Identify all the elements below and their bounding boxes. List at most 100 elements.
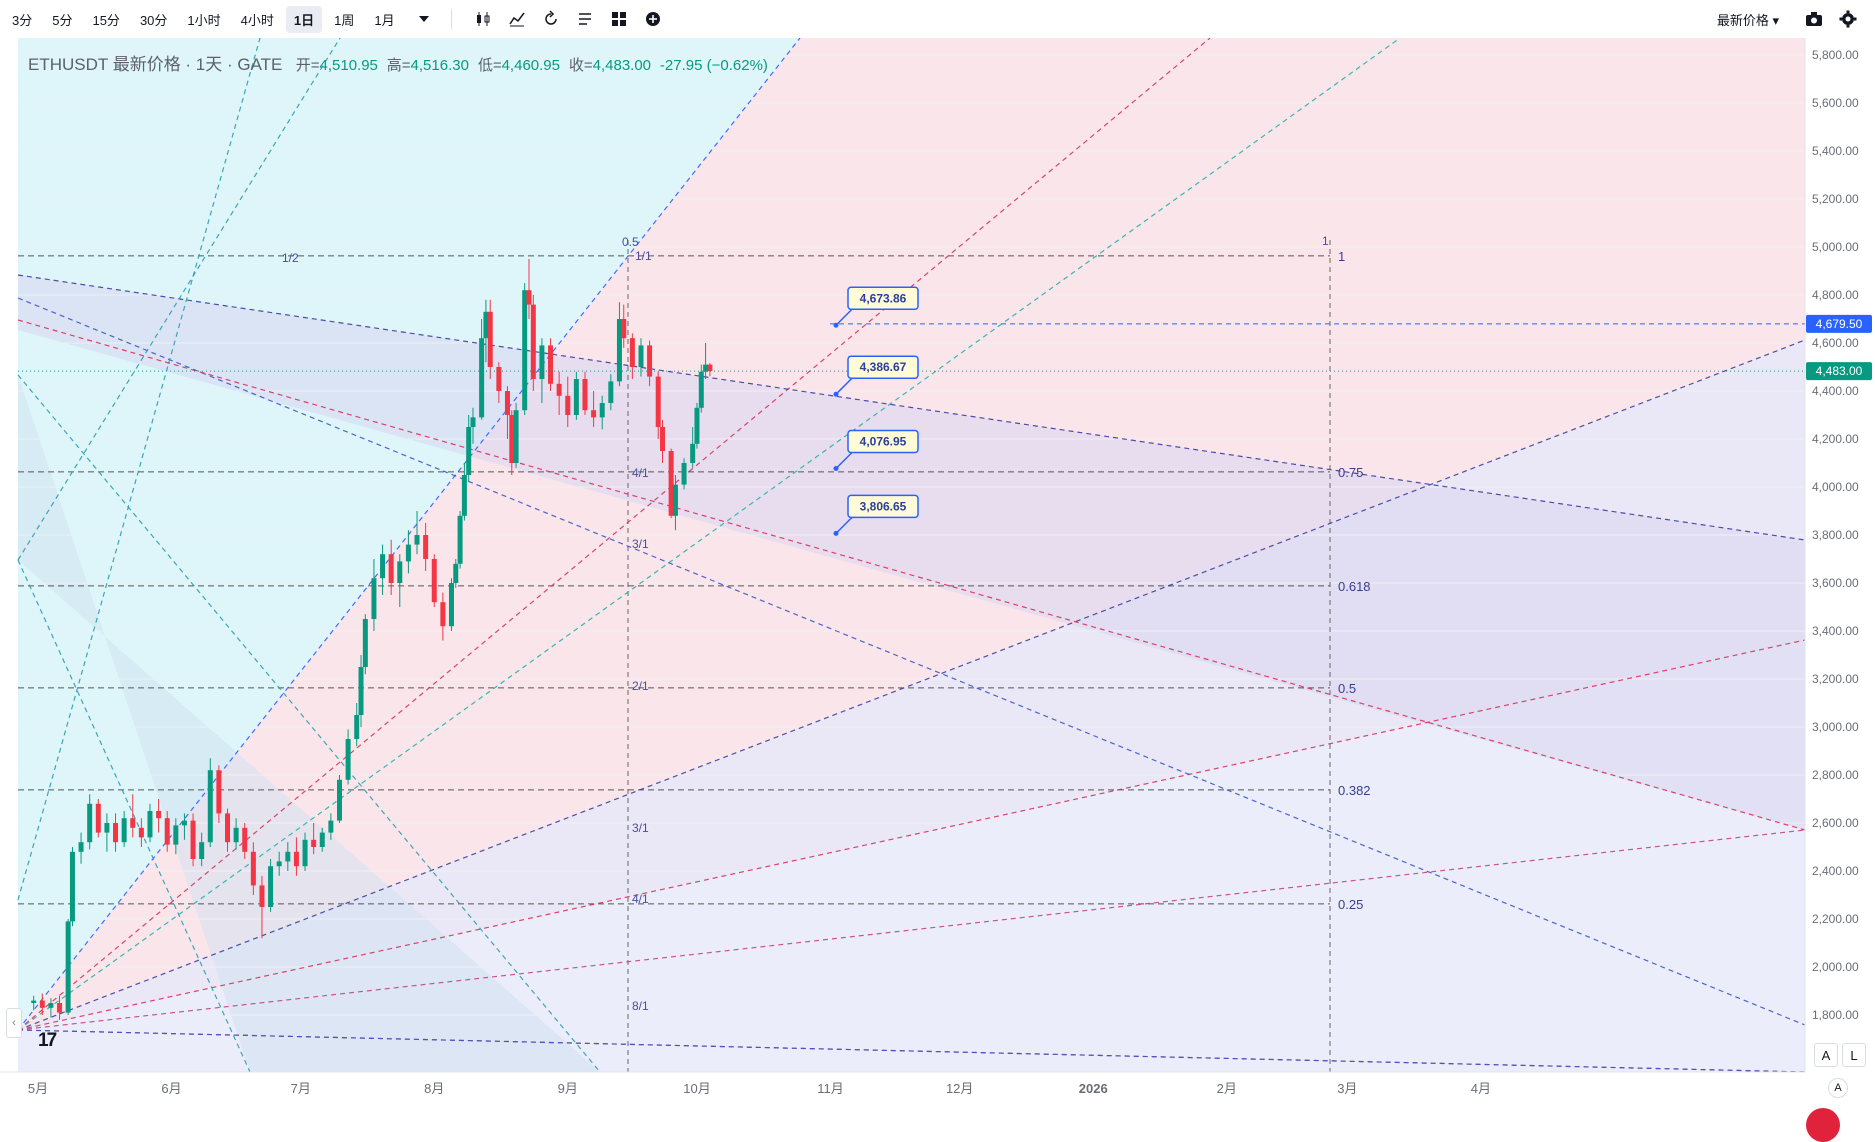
price-type-dropdown[interactable]: 最新价格 ▾ — [1716, 12, 1779, 28]
indicators-icon[interactable] — [504, 6, 530, 32]
timeframe-button[interactable]: 15分 — [92, 12, 120, 28]
candle-body — [599, 403, 605, 418]
time-axis-label: 3月 — [1337, 1081, 1357, 1096]
timeframe-button[interactable]: 1小时 — [187, 12, 221, 28]
callout-pointer — [835, 516, 853, 534]
callout-pointer — [835, 308, 853, 326]
price-axis-label: 4,800.00 — [1812, 288, 1859, 302]
candle-body — [104, 823, 110, 833]
timeframe-button[interactable]: 3分 — [12, 12, 33, 28]
price-callout-box — [847, 429, 919, 454]
candle-body — [487, 311, 493, 367]
alerts-list-icon[interactable] — [572, 6, 598, 32]
camera-icon[interactable] — [1801, 6, 1827, 32]
timeframe-button[interactable]: 1月 — [374, 12, 395, 28]
candle-body — [504, 391, 510, 415]
candle-body — [311, 839, 317, 847]
candle-body — [470, 417, 476, 427]
candle-body — [173, 825, 179, 845]
candle-body — [328, 820, 334, 833]
candle-body — [461, 475, 467, 516]
candle-body — [130, 818, 136, 828]
timeframe-button[interactable]: 5分 — [52, 12, 73, 28]
timeframe-button[interactable]: 4小时 — [240, 12, 274, 28]
candle-body — [703, 364, 709, 372]
gann-ratio-label: 1/1 — [635, 249, 652, 263]
scroll-left-button[interactable]: ‹ — [6, 1008, 22, 1038]
price-callout-box — [847, 286, 919, 311]
timeframe-button[interactable]: 30分 — [139, 12, 168, 28]
candle-body — [608, 381, 614, 403]
time-axis-label: 7月 — [291, 1081, 311, 1096]
price-callout-text: 3,806.65 — [860, 499, 907, 513]
candle-body — [354, 715, 360, 739]
open-label: 开= — [295, 57, 320, 74]
candle-body — [513, 410, 519, 463]
candlestick-type-icon[interactable] — [470, 6, 496, 32]
gann-box-zone-purple — [18, 275, 1805, 830]
price-axis-label: 5,600.00 — [1812, 96, 1859, 110]
candle-body — [479, 338, 485, 418]
candle-body — [69, 851, 75, 922]
candle-body — [405, 544, 411, 562]
candle-body — [388, 554, 394, 583]
gann-box-zone-blue — [18, 375, 600, 1072]
price-tag-bg — [1806, 314, 1872, 333]
candle-body — [121, 818, 127, 843]
candle-body — [509, 415, 515, 463]
candle-body — [268, 866, 274, 907]
floating-action-button[interactable] — [1806, 1108, 1840, 1142]
replay-icon[interactable] — [538, 6, 564, 32]
candle-body — [647, 345, 653, 377]
gann-fan-ray — [17, 297, 1806, 1026]
fib-level-label: 1 — [1338, 249, 1345, 264]
gann-ratio-label: 1/2 — [282, 251, 299, 265]
log-scale-button[interactable]: L — [1842, 1043, 1866, 1067]
candle-body — [336, 779, 342, 821]
timeframe-button[interactable]: 1日 — [285, 5, 323, 33]
layout-grid-icon[interactable] — [606, 6, 632, 32]
gann-ratio-label: 3/1 — [632, 537, 649, 551]
candle-body — [466, 427, 472, 475]
time-axis-label: 11月 — [817, 1081, 844, 1096]
callout-anchor — [833, 322, 839, 328]
candle-body — [95, 803, 101, 833]
gann-fan-ray — [17, 38, 1211, 1031]
price-axis-label: 2,000.00 — [1812, 960, 1859, 974]
candle-body — [690, 443, 696, 463]
candle-body — [440, 602, 446, 627]
price-callout-text: 4,673.86 — [860, 291, 907, 305]
candle-body — [414, 535, 420, 545]
price-chart[interactable]: 1 0.75 0.618 0.5 0.382 0.25 0.5 1/2 1/1 4/1 3/1 2/1… — [0, 38, 1875, 1120]
symbol-title[interactable]: ETHUSDT 最新价格 · 1天 · GATE — [28, 55, 283, 74]
candle-body — [302, 839, 308, 867]
timeframe-dropdown-icon[interactable] — [411, 6, 437, 32]
price-axis-label: 5,400.00 — [1812, 144, 1859, 158]
price-axis-background — [1805, 38, 1875, 1072]
fib-level-label: 0.5 — [1338, 681, 1356, 696]
candle-body — [556, 383, 562, 396]
add-plus-icon[interactable] — [640, 6, 666, 32]
timeframe-group: 3分 5分 15分 30分 1小时 4小时 1日 1周 1月 — [0, 5, 403, 33]
settings-gear-icon[interactable] — [1835, 6, 1861, 32]
candle-body — [621, 319, 627, 339]
low-label: 低= — [477, 57, 502, 74]
callout-anchor — [833, 530, 839, 536]
gann-fan-ray — [17, 274, 1806, 541]
tradingview-logo[interactable]: 17 — [38, 1030, 57, 1051]
price-axis-label: 4,200.00 — [1812, 432, 1859, 446]
fib-level-label: 0.25 — [1338, 897, 1363, 912]
gann-fan-ray — [17, 339, 1806, 1031]
candle-body — [233, 827, 239, 843]
timeframe-button[interactable]: 1周 — [334, 12, 355, 28]
candle-body — [457, 515, 463, 564]
price-axis-label: 5,800.00 — [1812, 48, 1859, 62]
auto-scale-button[interactable]: A — [1814, 1043, 1838, 1067]
candle-body — [293, 851, 299, 867]
auto-button[interactable]: A — [1828, 1078, 1848, 1098]
candle-body — [57, 1003, 63, 1013]
candle-body — [190, 820, 196, 859]
price-axis-label: 3,200.00 — [1812, 672, 1859, 686]
candle-body — [707, 364, 713, 372]
price-axis-label: 2,600.00 — [1812, 816, 1859, 830]
